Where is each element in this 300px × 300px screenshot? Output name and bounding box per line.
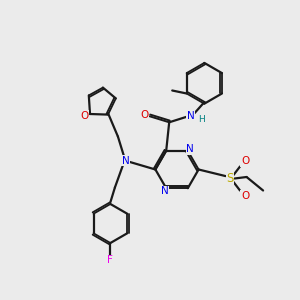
Text: N: N: [186, 144, 194, 154]
Text: F: F: [107, 255, 113, 266]
Text: O: O: [140, 110, 148, 120]
Text: O: O: [80, 110, 88, 121]
Text: H: H: [198, 116, 205, 124]
Text: N: N: [187, 111, 195, 121]
Text: S: S: [226, 172, 234, 185]
Text: N: N: [122, 155, 129, 166]
Text: O: O: [241, 191, 249, 201]
Text: N: N: [161, 186, 169, 196]
Text: O: O: [241, 156, 249, 166]
